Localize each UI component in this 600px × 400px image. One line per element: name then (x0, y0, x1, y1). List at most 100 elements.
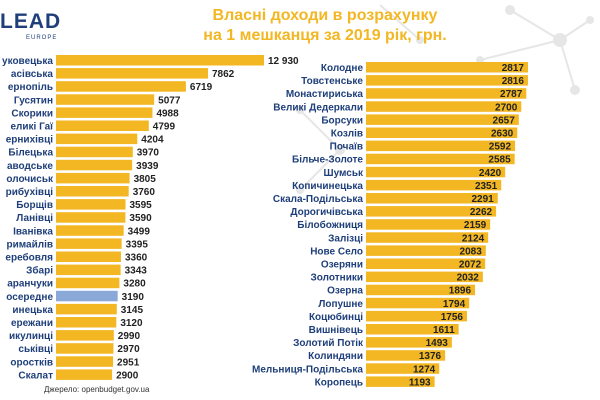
value-label: 12 930 (268, 56, 299, 67)
bar-group-left-21: икулинці 2990 (9, 330, 141, 342)
category-label: Дорогичівська (290, 207, 363, 218)
bar (56, 159, 133, 171)
value-label: 2592 (489, 142, 512, 153)
category-label: осередне (6, 292, 53, 303)
bar (366, 297, 470, 309)
value-label: 4204 (141, 135, 164, 146)
bar (366, 258, 486, 269)
bar-group-right-2: Монастириська 2787 (286, 88, 527, 100)
value-label: 1193 (409, 377, 431, 388)
bar-group-left-20: ережани 3120 (11, 317, 143, 329)
value-label: 1611 (433, 325, 455, 336)
value-label: 2291 (472, 194, 495, 205)
bar-group-right-6: Почаїв 2592 (330, 140, 516, 153)
bar-group-left-17: аранчуки 3280 (7, 277, 146, 290)
value-label: 2700 (495, 102, 518, 113)
value-label: 2159 (464, 220, 487, 231)
bar (366, 310, 467, 322)
bar-group-right-8: Шумськ 2420 (324, 166, 506, 179)
value-label: 3360 (125, 253, 148, 264)
category-label: Більче-Золоте (292, 155, 363, 166)
value-label: 2990 (118, 331, 141, 342)
bar (366, 140, 516, 152)
bar-group-left-5: еликі Гаї 4799 (10, 120, 175, 133)
bar-group-right-7: Більче-Золоте 2585 (292, 153, 515, 166)
category-label: олочиськ (6, 174, 54, 185)
bar (366, 337, 452, 348)
category-label: аводське (7, 161, 53, 172)
category-label: Нове Село (310, 246, 363, 257)
bar (56, 68, 209, 79)
bar-group-right-17: Озерна 1896 (327, 284, 476, 297)
bar (56, 343, 114, 354)
category-label: инецька (12, 305, 53, 316)
bar (56, 356, 114, 367)
value-label: 2787 (500, 89, 523, 100)
bar (366, 153, 515, 165)
bar-group-right-19: Коцюбинці 1756 (309, 310, 467, 323)
category-label: Білобожниця (297, 219, 363, 231)
value-label: 2124 (462, 233, 485, 244)
bar-group-right-3: Великі Дедеркали 2700 (273, 101, 522, 113)
bar (366, 324, 459, 335)
bar-group-left-23: оростків 2951 (10, 356, 140, 368)
category-label: Збарі (26, 265, 53, 277)
value-label: 1896 (449, 286, 472, 297)
value-label: 2083 (460, 246, 483, 257)
bar-group-left-19: инецька 3145 (12, 303, 143, 316)
bar-group-left-24: Скалат 2900 (18, 369, 139, 381)
bar-group-right-20: Вишнівець 1611 (309, 324, 459, 336)
value-label: 1274 (413, 364, 436, 375)
bar (56, 277, 120, 289)
value-label: 2585 (488, 155, 511, 166)
value-label: 2657 (493, 115, 516, 126)
bar-group-left-1: асівська 7862 (11, 68, 235, 80)
value-label: 1376 (419, 351, 442, 362)
chart-title: Власні доходи в розрахунку на 1 мешканця… (100, 6, 550, 46)
category-label: еликі Гаї (10, 122, 53, 133)
bar-group-right-23: Мельниця-Подільська 1274 (252, 363, 440, 375)
bar-group-left-12: Ланівці 3590 (16, 212, 152, 224)
value-label: 2420 (479, 168, 502, 179)
category-label: Гусятин (14, 95, 53, 106)
value-label: 4988 (156, 108, 179, 119)
value-label: 3395 (126, 239, 149, 250)
value-label: 3280 (123, 279, 146, 290)
value-label: 2900 (116, 370, 139, 381)
value-label: 2970 (117, 344, 140, 355)
bar-group-right-24: Коропець 1193 (315, 376, 435, 388)
bar (56, 107, 153, 118)
value-label: 2951 (117, 357, 140, 368)
value-label: 2072 (459, 260, 482, 271)
category-label: Коропець (315, 377, 363, 388)
bar-group-right-1: Товстенське 2816 (301, 75, 528, 87)
category-label: Монастириська (286, 89, 364, 100)
category-label: Великі Дедеркали (273, 102, 363, 113)
category-label: римайлів (6, 239, 53, 250)
bar-group-left-14: римайлів 3395 (6, 238, 148, 250)
bar-group-left-6: ернихівці 4204 (6, 133, 164, 146)
value-label: 2032 (457, 273, 480, 284)
bar-group-right-21: Золотий Потік 1493 (293, 337, 452, 349)
bar-group-left-0: уковецька 12 930 (2, 55, 299, 67)
bar (366, 88, 527, 99)
bar (56, 55, 264, 66)
category-label: Ланівці (16, 213, 53, 224)
bar (56, 317, 117, 328)
bar (56, 172, 130, 184)
bar (56, 330, 114, 341)
bar (56, 303, 117, 315)
bar-group-right-12: Білобожниця 2159 (297, 219, 491, 231)
value-label: 1756 (441, 312, 464, 323)
value-label: 3499 (128, 226, 151, 237)
category-label: Шумськ (324, 168, 364, 179)
category-label: Золотники (311, 273, 363, 284)
bar-group-right-16: Золотники 2032 (311, 271, 483, 284)
bar-group-left-3: Гусятин 5077 (14, 94, 181, 106)
bar-group-right-18: Лопушне 1794 (318, 297, 470, 310)
category-label: Колиндяни (308, 351, 363, 362)
bar-group-right-11: Дорогичівська 2262 (290, 206, 497, 218)
category-label: Козлів (331, 129, 363, 140)
bar (366, 350, 446, 361)
